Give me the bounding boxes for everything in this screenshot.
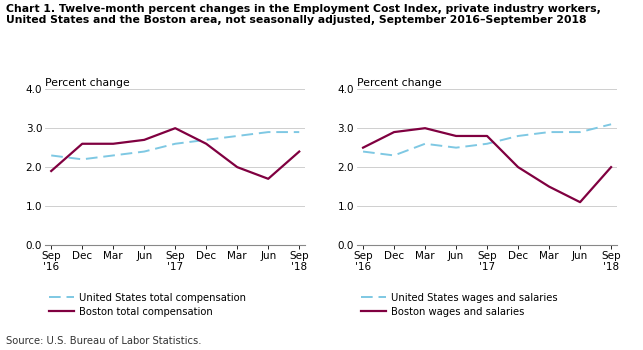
Legend: United States wages and salaries, Boston wages and salaries: United States wages and salaries, Boston… [357,289,561,321]
Text: Source: U.S. Bureau of Labor Statistics.: Source: U.S. Bureau of Labor Statistics. [6,336,202,346]
Text: Percent change: Percent change [45,77,130,88]
Legend: United States total compensation, Boston total compensation: United States total compensation, Boston… [45,289,250,321]
Text: Chart 1. Twelve-month percent changes in the Employment Cost Index, private indu: Chart 1. Twelve-month percent changes in… [6,4,601,25]
Text: Percent change: Percent change [357,77,442,88]
